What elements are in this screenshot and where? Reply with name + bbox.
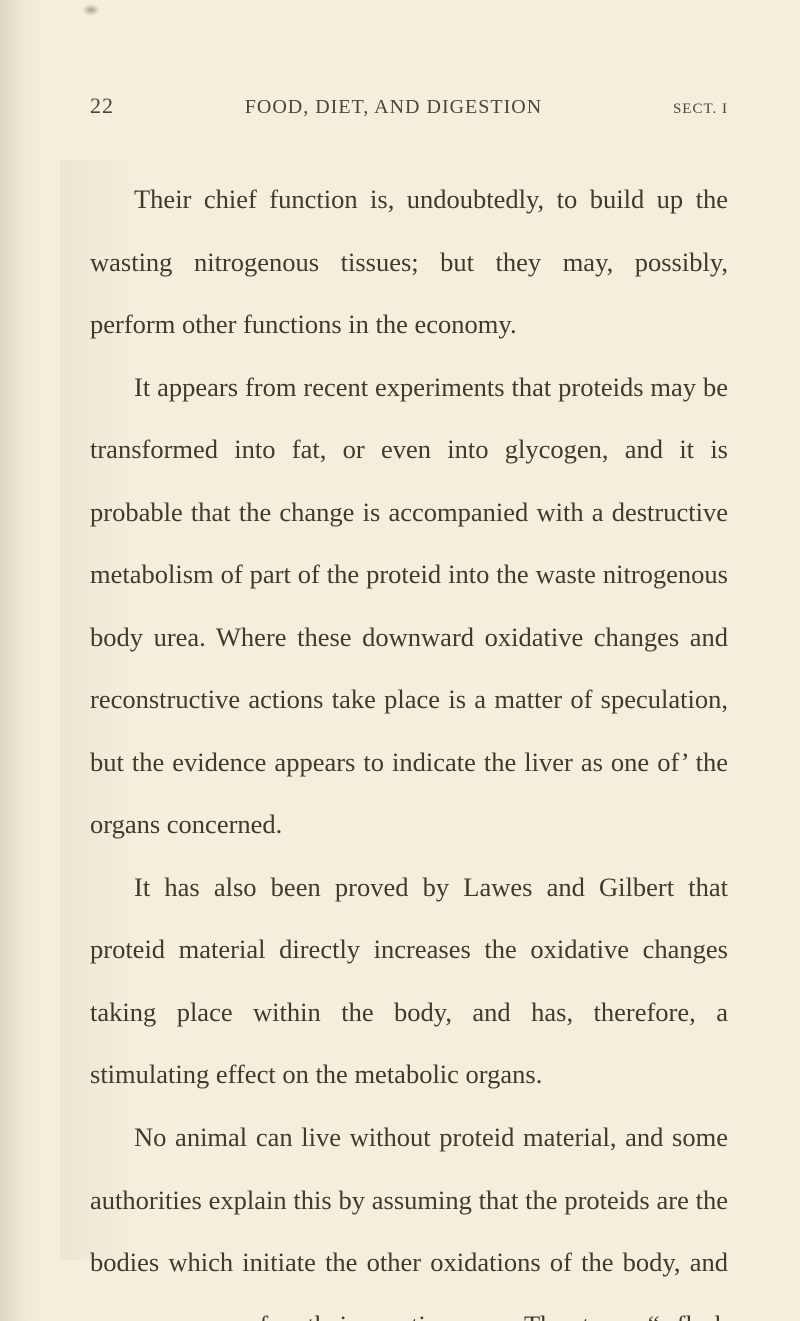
paragraph: It appears from recent experiments that … <box>90 356 728 856</box>
paragraph: No animal can live without proteid mater… <box>90 1106 728 1321</box>
running-title: FOOD, DIET, AND DIGESTION <box>114 96 673 119</box>
scan-shadow-left <box>0 0 40 1321</box>
page-number: 22 <box>90 93 114 119</box>
running-header: 22 FOOD, DIET, AND DIGESTION SECT. I <box>90 93 728 119</box>
paragraph: It has also been proved by Lawes and Gil… <box>90 856 728 1106</box>
paragraph: Their chief function is, undoubtedly, to… <box>90 168 728 356</box>
body-text-block: Their chief function is, undoubtedly, to… <box>90 168 728 1321</box>
scan-speck <box>82 4 100 16</box>
book-page: 22 FOOD, DIET, AND DIGESTION SECT. I The… <box>0 0 800 1321</box>
section-label: SECT. I <box>673 101 728 118</box>
